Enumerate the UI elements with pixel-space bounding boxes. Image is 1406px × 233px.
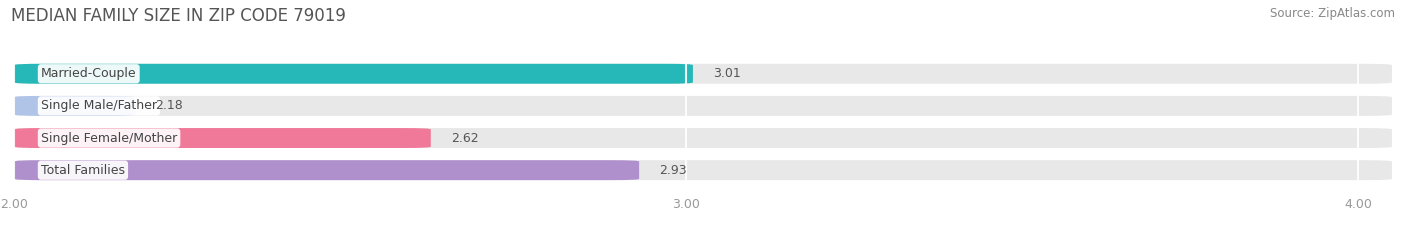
Text: 2.62: 2.62: [451, 132, 478, 144]
FancyBboxPatch shape: [14, 96, 135, 116]
Text: MEDIAN FAMILY SIZE IN ZIP CODE 79019: MEDIAN FAMILY SIZE IN ZIP CODE 79019: [11, 7, 346, 25]
Text: Source: ZipAtlas.com: Source: ZipAtlas.com: [1270, 7, 1395, 20]
Text: Single Male/Father: Single Male/Father: [41, 99, 157, 112]
FancyBboxPatch shape: [14, 96, 1392, 116]
FancyBboxPatch shape: [14, 64, 1392, 84]
Text: 2.93: 2.93: [659, 164, 688, 177]
FancyBboxPatch shape: [14, 64, 693, 84]
FancyBboxPatch shape: [14, 160, 640, 180]
FancyBboxPatch shape: [14, 128, 430, 148]
Text: Total Families: Total Families: [41, 164, 125, 177]
Text: 3.01: 3.01: [713, 67, 741, 80]
Text: Single Female/Mother: Single Female/Mother: [41, 132, 177, 144]
Text: 2.18: 2.18: [155, 99, 183, 112]
Text: Married-Couple: Married-Couple: [41, 67, 136, 80]
FancyBboxPatch shape: [14, 160, 1392, 180]
FancyBboxPatch shape: [14, 128, 1392, 148]
